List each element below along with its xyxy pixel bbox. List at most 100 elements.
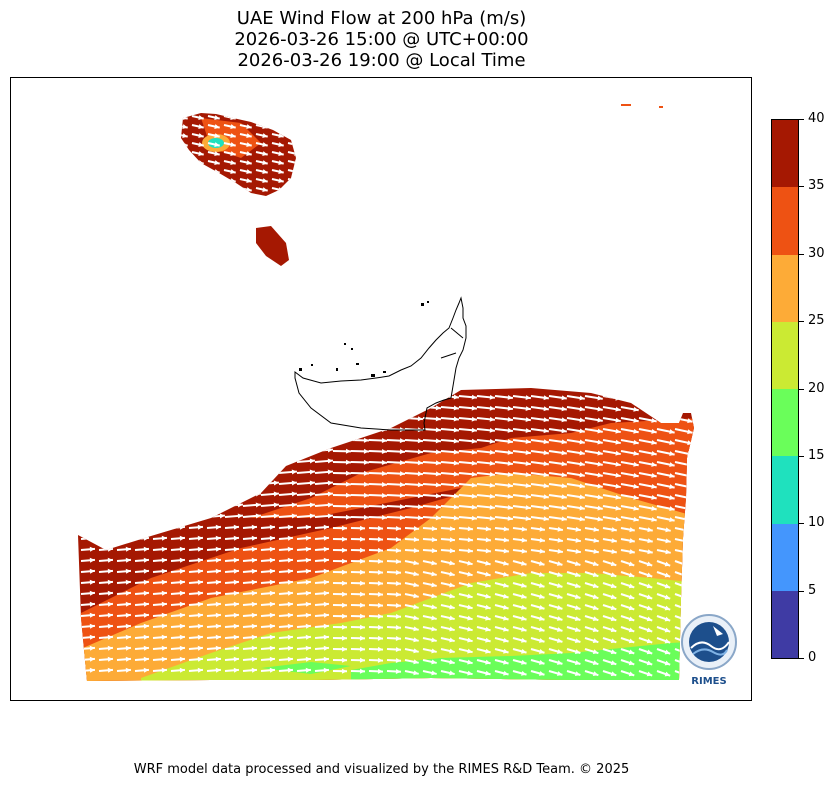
wind-arrow-head <box>521 626 527 632</box>
wind-arrow-head <box>503 626 509 632</box>
wind-arrow-head <box>687 462 693 468</box>
wind-arrow-head <box>431 571 437 577</box>
wind-arrow-head <box>107 524 113 530</box>
wind-arrow-head <box>246 196 251 201</box>
footer-credit: WRF model data processed and visualized … <box>133 762 630 777</box>
wind-arrow-head <box>93 513 99 519</box>
wind-arrow-head <box>237 491 243 497</box>
wind-arrow-head <box>363 470 369 476</box>
wind-arrow-head <box>341 580 347 586</box>
wind-arrow-head <box>647 538 653 544</box>
wind-arrow-head <box>183 458 189 464</box>
wind-arrow-head <box>251 546 257 552</box>
wind-arrow-head <box>556 616 563 621</box>
wind-arrow-head <box>377 646 383 652</box>
wind-arrow-head <box>521 582 527 588</box>
wind-arrow-head <box>485 582 491 588</box>
wind-arrow-head <box>215 568 221 574</box>
wind-arrow-head <box>489 416 495 422</box>
wind-arrow-head <box>399 493 405 499</box>
wind-arrow-head <box>287 568 293 574</box>
wind-arrow-head <box>294 187 296 192</box>
wind-arrow-head <box>327 403 333 409</box>
wind-arrow-head <box>467 571 473 577</box>
wind-arrow-head <box>543 439 549 445</box>
wind-arrow-head <box>165 425 171 431</box>
wind-arrow-head <box>413 648 419 654</box>
wind-arrow-head <box>269 546 275 552</box>
wind-arrow-head <box>327 425 333 431</box>
wind-arrow-head <box>255 447 261 453</box>
wind-arrow <box>620 395 639 401</box>
wind-arrow-head <box>539 526 545 532</box>
wind-arrow-head <box>273 447 279 453</box>
wind-arrow-head <box>628 605 635 611</box>
wind-arrow <box>116 536 132 540</box>
wind-arrow-head <box>431 670 437 676</box>
wind-arrow <box>287 115 296 120</box>
wind-arrow-head <box>651 473 657 478</box>
wind-arrow-head <box>237 392 243 398</box>
wind-arrow <box>242 470 262 474</box>
wind-arrow-head <box>539 572 545 577</box>
wind-arrow-head <box>305 524 311 530</box>
wind-arrow-head <box>125 656 131 662</box>
wind-arrow-head <box>561 461 567 467</box>
wind-arrow-head <box>543 483 549 489</box>
wind-arrow-head <box>646 660 653 666</box>
wind-arrow <box>98 492 118 496</box>
wind-arrow-head <box>646 627 653 633</box>
wind-arrow <box>206 481 226 485</box>
wind-arrow <box>260 437 280 441</box>
wind-arrow-head <box>111 392 117 398</box>
coastal-islands <box>299 301 429 377</box>
wind-arrow-head <box>413 604 419 610</box>
wind-arrow-head <box>125 645 131 651</box>
wind-arrow-head <box>323 645 329 651</box>
wind-arrow <box>181 187 188 192</box>
wind-field-svg <box>78 104 694 681</box>
map-panel <box>10 77 752 701</box>
wind-arrow-head <box>556 572 563 577</box>
wind-arrow-head <box>305 590 311 596</box>
wind-arrow-head <box>214 187 220 192</box>
wind-arrow <box>224 470 244 474</box>
wind-arrow <box>191 178 204 183</box>
wind-arrow-head <box>665 549 671 555</box>
wind-arrow-head <box>309 392 315 398</box>
wind-arrow-head <box>255 403 261 409</box>
wind-arrow-head <box>309 513 315 519</box>
wind-arrow-head <box>359 668 365 674</box>
wind-arrow-head <box>147 436 153 442</box>
wind-arrow <box>224 404 244 408</box>
wind-arrow <box>170 437 190 441</box>
wind-arrow <box>152 437 172 441</box>
wind-arrow-head <box>669 517 675 523</box>
wind-arrow-head <box>489 482 495 488</box>
wind-arrow-head <box>147 447 153 453</box>
wind-arrow-head <box>381 493 387 499</box>
wind-arrow-head <box>687 407 693 413</box>
wind-arrow-head <box>449 560 455 566</box>
wind-arrow-head <box>399 405 405 411</box>
wind-arrow-head <box>449 582 455 588</box>
wind-arrow-head <box>125 667 131 673</box>
wind-arrow <box>255 115 268 120</box>
title-line-3: 2026-03-26 19:00 @ Local Time <box>237 50 526 71</box>
wind-arrow-head <box>395 646 401 652</box>
wind-arrow-head <box>646 583 653 589</box>
wind-arrow-head <box>628 627 635 633</box>
wind-arrow-head <box>597 494 603 500</box>
wind-arrow-head <box>161 612 167 618</box>
wind-arrow-head <box>255 502 261 508</box>
wind-arrow-head <box>592 561 599 567</box>
wind-arrow-head <box>664 583 671 589</box>
wind-arrow <box>80 415 100 419</box>
wind-arrow <box>152 459 172 463</box>
wind-arrow-head <box>198 196 203 201</box>
wind-arrow-head <box>246 142 252 147</box>
wind-arrow-head <box>179 656 185 662</box>
wind-arrow-head <box>597 483 603 489</box>
wind-arrow-head <box>323 667 329 673</box>
wind-arrow-head <box>417 438 423 444</box>
